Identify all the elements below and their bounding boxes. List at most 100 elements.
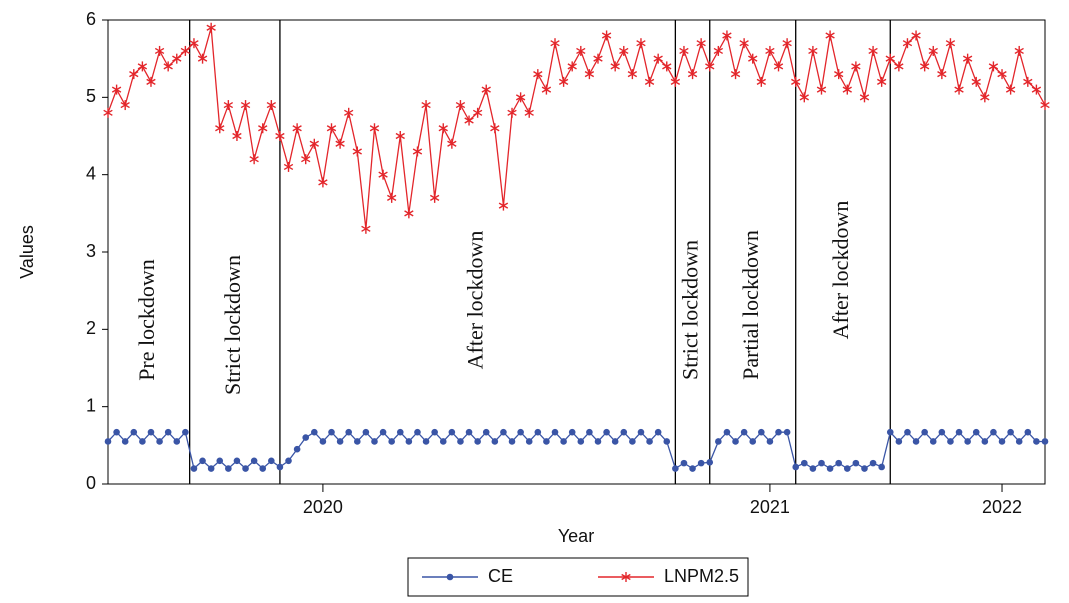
- star-marker: [275, 131, 285, 141]
- star-marker: [902, 38, 913, 49]
- point-marker: [878, 463, 885, 471]
- star-marker: [455, 100, 466, 111]
- legend-marker: [446, 573, 454, 581]
- star-marker: [621, 572, 631, 582]
- period-label: Strict lockdown: [678, 240, 703, 380]
- star-marker: [447, 138, 457, 149]
- star-marker: [215, 123, 225, 134]
- star-marker: [541, 84, 552, 95]
- point-marker: [345, 428, 352, 436]
- point-marker: [250, 457, 258, 465]
- point-marker: [164, 428, 172, 436]
- point-marker: [439, 438, 447, 445]
- x-tick-label: 2020: [303, 497, 343, 517]
- point-marker: [620, 428, 628, 436]
- star-marker: [644, 76, 655, 87]
- point-marker: [672, 465, 679, 472]
- point-marker: [242, 465, 249, 472]
- point-marker: [904, 428, 911, 436]
- point-marker: [921, 428, 928, 436]
- star-marker: [197, 53, 208, 64]
- series-1: [103, 22, 1050, 234]
- star-marker: [283, 161, 294, 172]
- point-marker: [758, 428, 765, 436]
- star-marker: [782, 38, 792, 49]
- star-marker: [258, 123, 268, 134]
- point-marker: [482, 428, 490, 436]
- point-marker: [276, 463, 284, 471]
- star-marker: [180, 45, 191, 56]
- point-marker: [190, 465, 198, 472]
- period-label: After lockdown: [828, 201, 853, 340]
- star-marker: [490, 123, 500, 134]
- star-marker: [799, 92, 809, 103]
- point-marker: [577, 438, 585, 445]
- star-marker: [1040, 100, 1050, 111]
- star-marker: [825, 30, 835, 41]
- point-marker: [732, 438, 739, 445]
- point-marker: [474, 438, 481, 445]
- star-marker: [266, 100, 277, 111]
- point-marker: [603, 428, 610, 436]
- period-label: Pre lockdown: [134, 259, 159, 381]
- star-marker: [748, 53, 758, 64]
- point-marker: [517, 428, 524, 436]
- star-marker: [404, 208, 414, 219]
- point-marker: [422, 438, 430, 445]
- star-marker: [1023, 76, 1033, 87]
- point-marker: [379, 428, 387, 436]
- point-marker: [311, 428, 318, 436]
- point-marker: [611, 438, 619, 445]
- point-marker: [938, 428, 946, 436]
- star-marker: [301, 154, 311, 165]
- star-marker: [240, 100, 251, 111]
- point-marker: [998, 438, 1006, 445]
- point-marker: [500, 428, 507, 436]
- point-marker: [396, 428, 404, 436]
- star-marker: [696, 38, 706, 49]
- star-marker: [842, 84, 852, 95]
- star-marker: [894, 61, 904, 72]
- star-marker: [438, 123, 448, 134]
- star-marker: [791, 76, 801, 87]
- star-marker: [610, 61, 620, 72]
- point-marker: [448, 428, 456, 436]
- point-marker: [697, 459, 705, 467]
- point-marker: [405, 438, 413, 445]
- point-marker: [783, 428, 791, 436]
- period-label: After lockdown: [463, 231, 488, 370]
- star-marker: [722, 30, 732, 41]
- point-marker: [543, 438, 550, 445]
- point-marker: [1033, 438, 1040, 445]
- y-tick-label: 4: [86, 163, 96, 183]
- point-marker: [156, 438, 163, 445]
- star-marker: [670, 76, 681, 87]
- star-marker: [223, 100, 234, 111]
- point-marker: [637, 428, 645, 436]
- point-marker: [508, 438, 516, 445]
- y-tick-label: 2: [86, 318, 96, 338]
- star-marker: [593, 53, 603, 64]
- point-marker: [525, 438, 533, 445]
- star-marker: [344, 107, 354, 118]
- point-marker: [826, 465, 834, 472]
- star-marker: [945, 38, 956, 49]
- point-marker: [336, 438, 344, 445]
- star-marker: [911, 30, 921, 41]
- point-marker: [293, 445, 301, 453]
- star-marker: [859, 92, 870, 103]
- point-marker: [818, 459, 825, 467]
- star-marker: [730, 69, 741, 80]
- star-marker: [395, 131, 405, 141]
- star-marker: [472, 107, 483, 118]
- point-marker: [431, 428, 438, 436]
- point-marker: [706, 459, 714, 466]
- point-marker: [113, 428, 120, 436]
- star-marker: [481, 84, 491, 95]
- star-marker: [739, 38, 749, 49]
- star-marker: [129, 69, 139, 80]
- point-marker: [139, 438, 146, 445]
- star-marker: [318, 177, 328, 188]
- star-marker: [172, 53, 182, 64]
